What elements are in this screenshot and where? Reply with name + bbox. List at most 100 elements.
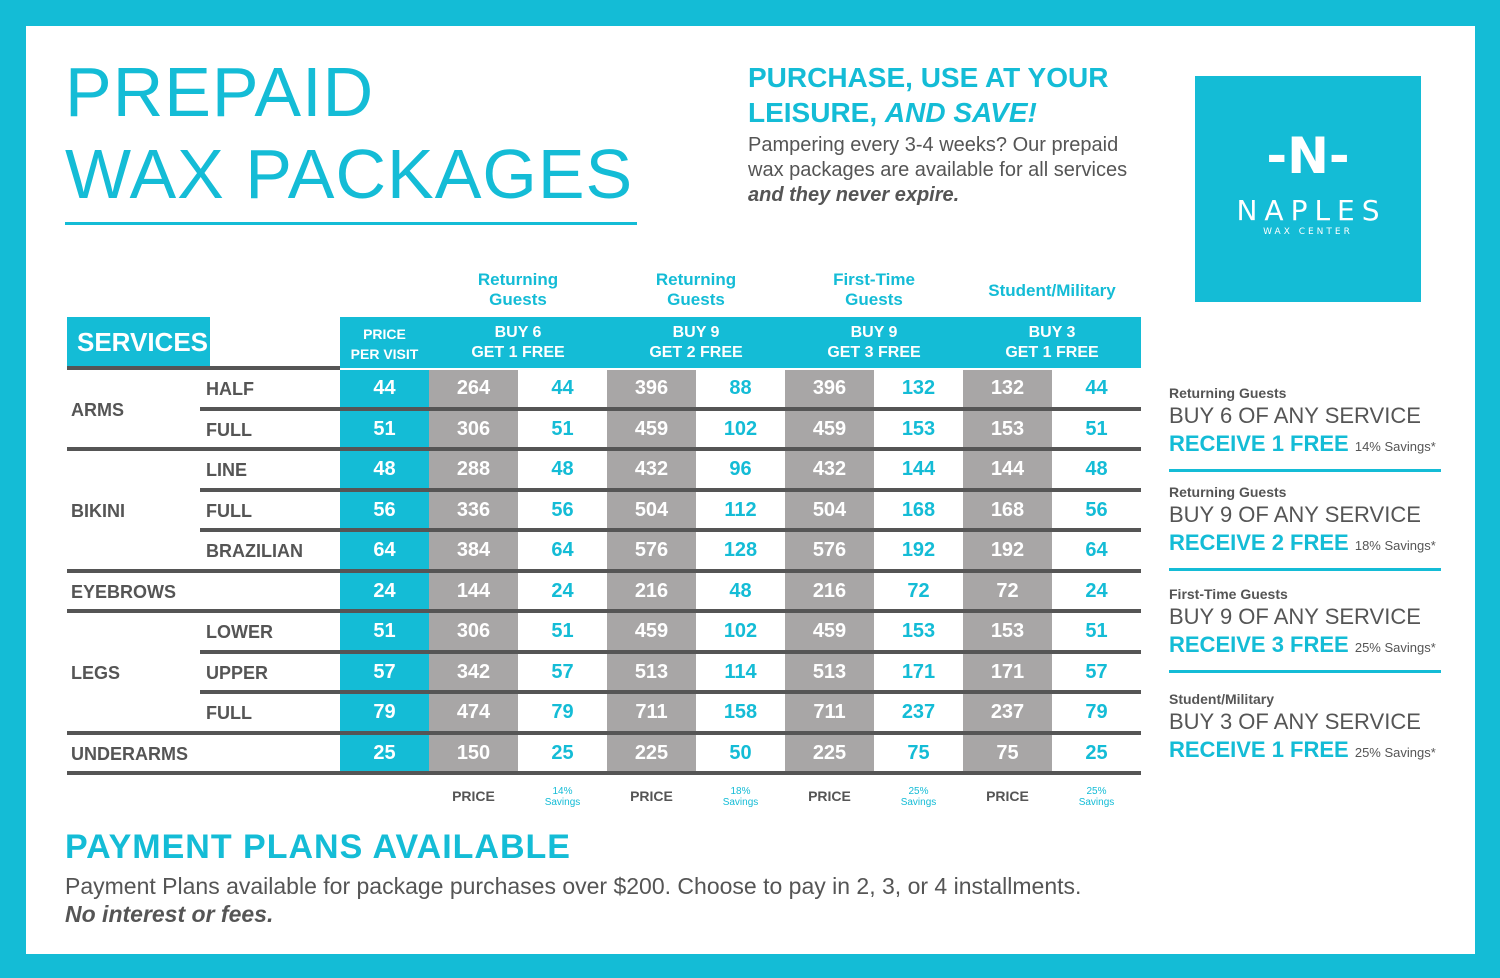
- deal-line-1: BUY 3: [1028, 324, 1076, 341]
- title-line-1: PREPAID: [65, 53, 375, 131]
- package-cell: 56: [1052, 491, 1141, 529]
- package-cell: 171: [963, 653, 1052, 691]
- payment-text: Payment Plans available for package purc…: [65, 872, 1081, 928]
- package-cell: 144: [429, 572, 518, 610]
- price-per-visit-cell: 24: [340, 572, 429, 610]
- savings-percent: 18%: [730, 786, 751, 797]
- price-per-visit-cell: 25: [340, 734, 429, 772]
- package-cell: 432: [607, 451, 696, 488]
- sidebar-offer: Returning Guests BUY 9 OF ANY SERVICE RECE…: [1169, 483, 1471, 571]
- package-cell: 576: [785, 532, 874, 569]
- offer-buy: BUY 3 OF ANY SERVICE: [1169, 709, 1421, 734]
- package-cell: 25: [518, 734, 607, 772]
- package-cell: 44: [1052, 370, 1141, 407]
- group-line-1: Student/Military: [988, 281, 1116, 300]
- savings-word: Savings: [1078, 797, 1115, 808]
- savings-percent: 25%: [908, 786, 929, 797]
- price-per-visit-cell: 57: [340, 653, 429, 691]
- price-per-visit-header: PRICE PER VISIT: [340, 317, 429, 368]
- package-cell: 192: [963, 532, 1052, 569]
- savings-word: Savings: [722, 797, 759, 808]
- services-header: SERVICES: [67, 317, 210, 368]
- row-divider: [67, 447, 1141, 451]
- package-cell: 216: [785, 572, 874, 610]
- package-cell: 48: [518, 451, 607, 488]
- offer-buy: BUY 6 OF ANY SERVICE: [1169, 403, 1421, 428]
- package-cell: 384: [429, 532, 518, 569]
- package-cell: 72: [963, 572, 1052, 610]
- intro-bold: and they never expire.: [748, 184, 960, 206]
- package-cell: 432: [785, 451, 874, 488]
- package-cell: 128: [696, 532, 785, 569]
- logo-subtitle: WAX CENTER: [1263, 227, 1353, 237]
- footer-price-label: PRICE: [452, 788, 495, 804]
- package-cell: 306: [429, 613, 518, 650]
- package-cell: 24: [1052, 572, 1141, 610]
- service-name: ARMS: [71, 399, 124, 420]
- package-cell: 24: [518, 572, 607, 610]
- package-deal-header: BUY 9 GET 2 FREE: [607, 317, 785, 368]
- savings-word: Savings: [544, 797, 581, 808]
- deal-line-2: GET 1 FREE: [1005, 344, 1099, 361]
- header-divider: [67, 366, 340, 370]
- package-cell: 459: [785, 613, 874, 650]
- service-subtype: BRAZILIAN: [206, 541, 303, 561]
- package-cell: 459: [607, 410, 696, 448]
- package-cell: 158: [696, 694, 785, 731]
- package-cell: 88: [696, 370, 785, 407]
- package-cell: 153: [874, 613, 963, 650]
- footer-savings-label: 25% Savings: [1052, 786, 1141, 808]
- row-divider: [200, 649, 1141, 654]
- package-cell: 711: [607, 694, 696, 731]
- package-cell: 51: [1052, 410, 1141, 448]
- service-subtype: FULL: [206, 500, 252, 521]
- offer-divider: [1169, 469, 1441, 472]
- package-cell: 144: [963, 451, 1052, 488]
- offer-savings: 25% Savings*: [1354, 640, 1436, 655]
- intro-text: Pampering every 3-4 weeks? Our prepaid w…: [748, 133, 1128, 208]
- package-cell: 288: [429, 451, 518, 488]
- offer-receive: RECEIVE 3 FREE 25% Savings*: [1169, 631, 1471, 662]
- group-line-1: Returning: [655, 270, 737, 289]
- package-cell: 264: [429, 370, 518, 407]
- footer-price-label: PRICE: [630, 788, 673, 804]
- payment-body: Payment Plans available for package purc…: [65, 873, 1082, 899]
- service-subtype: UPPER: [206, 662, 269, 683]
- package-cell: 144: [874, 451, 963, 488]
- tagline-emphasis: AND SAVE!: [884, 97, 1037, 128]
- package-cell: 25: [1052, 734, 1141, 772]
- service-subtype: FULL: [206, 703, 252, 723]
- package-cell: 51: [1052, 613, 1141, 650]
- package-deal-header: BUY 9 GET 3 FREE: [785, 317, 963, 368]
- package-cell: 102: [696, 410, 785, 448]
- sidebar-offer: Returning Guests BUY 6 OF ANY SERVICE RECE…: [1169, 384, 1471, 472]
- package-cell: 396: [785, 370, 874, 407]
- package-group-label: First-Time Guests: [785, 270, 963, 310]
- offer-receive-text: RECEIVE 1 FREE: [1169, 737, 1349, 762]
- offer-receive: RECEIVE 1 FREE 25% Savings*: [1169, 736, 1471, 767]
- package-cell: 225: [785, 734, 874, 772]
- tagline-line-2: LEISURE,: [748, 97, 885, 128]
- package-cell: 237: [963, 694, 1052, 731]
- footer-price-label: PRICE: [986, 788, 1029, 804]
- offer-receive-text: RECEIVE 1 FREE: [1169, 431, 1349, 456]
- row-divider: [200, 690, 1141, 694]
- deal-line-2: GET 2 FREE: [649, 344, 743, 361]
- intro-body: Pampering every 3-4 weeks? Our prepaid w…: [748, 134, 1128, 181]
- package-cell: 342: [429, 653, 518, 691]
- package-cell: 153: [963, 410, 1052, 448]
- service-subtype: HALF: [206, 379, 254, 399]
- package-cell: 75: [874, 734, 963, 772]
- package-cell: 44: [518, 370, 607, 407]
- offer-receive-text: RECEIVE 2 FREE: [1169, 530, 1349, 555]
- package-deal-header: BUY 3 GET 1 FREE: [963, 317, 1141, 368]
- tagline: PURCHASE, USE AT YOUR LEISURE, AND SAVE!: [748, 60, 1108, 130]
- package-cell: 72: [874, 572, 963, 610]
- row-divider: [200, 406, 1141, 411]
- package-cell: 102: [696, 613, 785, 650]
- package-cell: 75: [963, 734, 1052, 772]
- offer-buy: BUY 9 OF ANY SERVICE: [1169, 604, 1421, 629]
- deal-line-2: GET 3 FREE: [827, 344, 921, 361]
- offer-group: First-Time Guests: [1169, 586, 1288, 602]
- price-per-visit-cell: 64: [340, 532, 429, 569]
